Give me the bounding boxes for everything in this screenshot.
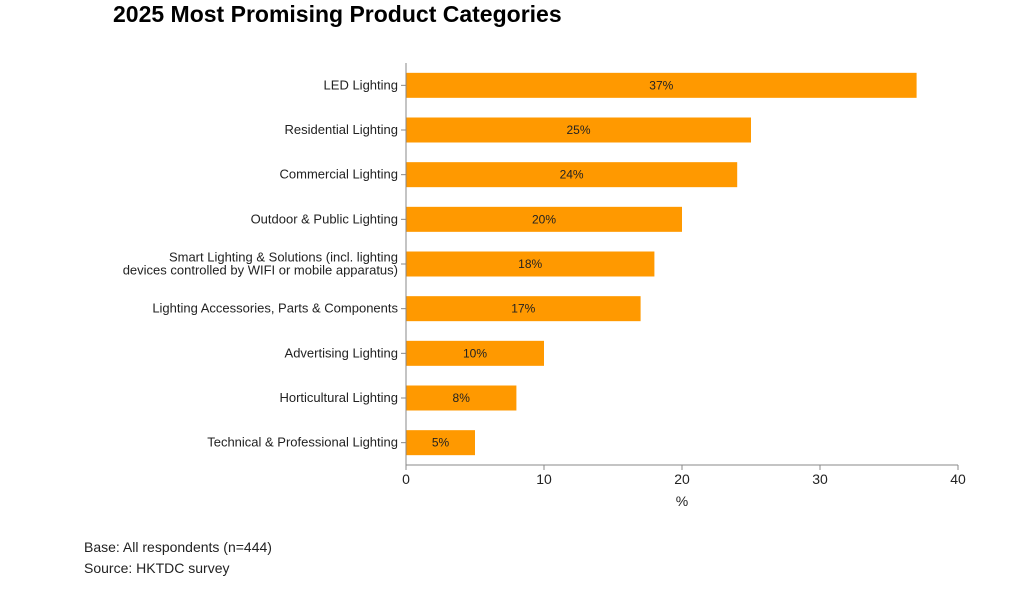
bars-group xyxy=(406,72,917,456)
x-tick-label: 0 xyxy=(402,471,410,487)
source-note: Source: HKTDC survey xyxy=(84,560,230,576)
bar-data-label: 37% xyxy=(649,78,673,92)
bar-data-label: 10% xyxy=(463,346,487,360)
bar-data-label: 5% xyxy=(432,436,450,450)
bar-labels-group: 37% 25% 24% 20% 18% 17% 10% 8% 5% xyxy=(432,78,674,449)
x-axis: 0 10 20 30 40% xyxy=(402,464,966,509)
x-tick-label: 30 xyxy=(812,471,828,487)
x-tick-label: 10 xyxy=(536,471,552,487)
y-tick-label: LED Lighting xyxy=(324,77,398,92)
bar-data-label: 24% xyxy=(560,168,584,182)
bar-data-label: 8% xyxy=(453,391,471,405)
x-tick-label: 40 xyxy=(950,471,966,487)
y-tick-label: Residential Lighting xyxy=(285,122,398,137)
bar-5 xyxy=(406,251,655,277)
y-tick-label: Horticultural Lighting xyxy=(279,390,398,405)
bar-data-label: 17% xyxy=(511,302,535,316)
bar-2 xyxy=(406,117,751,143)
base-note: Base: All respondents (n=444) xyxy=(84,539,272,555)
bar-7 xyxy=(406,340,544,366)
y-axis: LED Lighting Residential Lighting Commerci… xyxy=(123,63,407,465)
chart-title: 2025 Most Promising Product Categories xyxy=(113,1,562,27)
y-tick-label: Advertising Lighting xyxy=(285,345,398,360)
y-tick-label: Commercial Lighting xyxy=(280,167,399,182)
bar-data-label: 20% xyxy=(532,212,556,226)
bar-9 xyxy=(406,430,475,456)
bar-1 xyxy=(406,72,917,98)
y-tick-label: Technical & Professional Lighting xyxy=(207,435,398,450)
x-axis-title: % xyxy=(676,493,688,509)
bar-8 xyxy=(406,385,517,411)
bar-3 xyxy=(406,162,738,188)
y-tick-label: Smart Lighting & Solutions (incl. lighti… xyxy=(123,250,398,278)
bar-data-label: 25% xyxy=(566,123,590,137)
bar-data-label: 18% xyxy=(518,257,542,271)
y-tick-label: Lighting Accessories, Parts & Components xyxy=(152,301,398,316)
x-tick-label: 20 xyxy=(674,471,690,487)
bar-6 xyxy=(406,296,641,322)
y-tick-label: Outdoor & Public Lighting xyxy=(251,211,398,226)
bar-4 xyxy=(406,206,682,232)
chart-notes: Base: All respondents (n=444) Source: HK… xyxy=(84,537,272,579)
